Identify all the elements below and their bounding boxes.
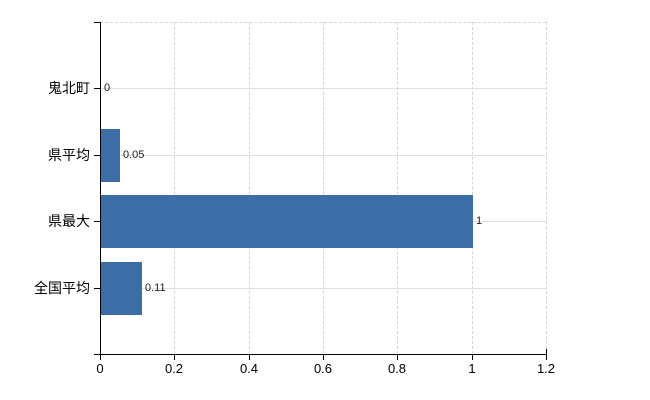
y-axis-end-tick	[94, 22, 101, 23]
x-gridline	[174, 22, 175, 354]
category-gridline	[100, 88, 546, 89]
category-label: 全国平均	[34, 280, 90, 296]
x-gridline	[546, 22, 547, 354]
x-tick-label: 1	[468, 361, 476, 376]
x-tick-label: 0.6	[313, 361, 333, 376]
value-label: 0	[104, 82, 111, 94]
x-tick	[100, 354, 101, 360]
value-label: 0.05	[123, 149, 145, 161]
category-label: 県平均	[48, 147, 90, 163]
category-label: 県最大	[48, 213, 90, 229]
x-axis-end-tick	[546, 349, 547, 355]
x-tick-label: 0.2	[164, 361, 184, 376]
x-tick	[397, 354, 398, 360]
category-tick	[94, 221, 100, 222]
x-tick	[546, 354, 547, 360]
x-tick-label: 0.8	[387, 361, 407, 376]
category-tick	[94, 155, 100, 156]
bar-3	[101, 262, 142, 315]
x-tick-label: 0	[96, 361, 104, 376]
x-gridline	[323, 22, 324, 354]
category-tick	[94, 88, 100, 89]
y-axis	[100, 22, 101, 360]
category-tick	[94, 288, 100, 289]
value-label: 1	[476, 215, 483, 227]
x-axis	[94, 354, 547, 355]
x-tick	[174, 354, 175, 360]
x-gridline	[472, 22, 473, 354]
x-tick	[249, 354, 250, 360]
category-gridline	[100, 155, 546, 156]
x-tick	[323, 354, 324, 360]
category-label: 鬼北町	[48, 80, 90, 96]
x-tick-label: 0.4	[239, 361, 259, 376]
bar-2	[101, 195, 473, 248]
x-gridline	[249, 22, 250, 354]
bar-1	[101, 129, 120, 182]
x-tick-label: 1.2	[536, 361, 556, 376]
x-tick	[472, 354, 473, 360]
category-gridline	[100, 288, 546, 289]
x-gridline	[397, 22, 398, 354]
value-label: 0.11	[145, 282, 166, 294]
